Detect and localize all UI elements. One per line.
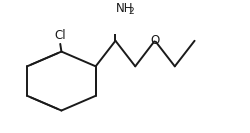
Text: Cl: Cl — [54, 29, 66, 42]
Text: NH: NH — [116, 2, 134, 15]
Text: 2: 2 — [128, 7, 134, 16]
Text: O: O — [150, 34, 160, 47]
